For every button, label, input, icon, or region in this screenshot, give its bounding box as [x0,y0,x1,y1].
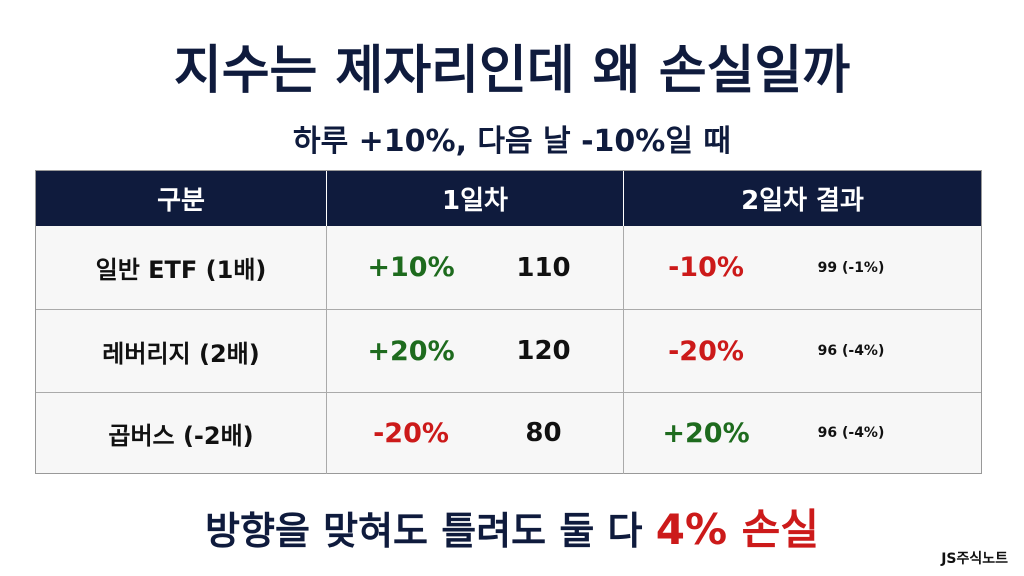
day2-change: +20% [662,417,750,449]
footer-text: 방향을 맞혀도 틀려도 둘 다 [205,509,643,553]
day2-change: -20% [668,335,744,367]
footer-highlight: 4% 손실 [655,505,819,554]
table-row: 일반 ETF (1배) +10% 110 -10% 99 (-1%) [36,226,981,310]
column-header: 구분 [36,171,326,226]
day2-change: -10% [668,252,744,283]
title: 지수는 제자리인데 왜 손실일까 [173,41,851,101]
day1-change: +10% [367,252,455,283]
day1-change: +20% [367,335,455,367]
day2-result: 96 (-4%) [817,343,885,359]
footer: 방향을 맞혀도 틀려도 둘 다 4% 손실 [0,496,1024,557]
day2-result: 96 (-4%) [817,425,885,441]
table-row: 곱버스 (-2배) -20% 80 +20% 96 (-4%) [36,393,981,473]
row-label: 레버리지 (2배) [102,339,260,368]
column-divider [623,226,624,474]
row-label: 일반 ETF (1배) [95,256,267,284]
day1-change: -20% [373,417,449,449]
column-header: 1일차 [326,171,623,226]
day1-value: 80 [525,418,562,448]
table: 구분 1일차 2일차 결과 일반 ETF (1배) +10% 110 -10% … [35,170,982,474]
table-row: 레버리지 (2배) +20% 120 -20% 96 (-4%) [36,310,981,393]
column-divider [326,226,327,474]
column-header: 2일차 결과 [623,171,981,226]
day1-value: 110 [516,252,571,283]
brand: JS주식노트 [941,551,1008,567]
row-label: 곱버스 (-2배) [108,421,254,450]
subtitle: 하루 +10%, 다음 날 -10%일 때 [292,124,732,159]
day2-result: 99 (-1%) [817,259,885,276]
day1-value: 120 [516,336,571,366]
